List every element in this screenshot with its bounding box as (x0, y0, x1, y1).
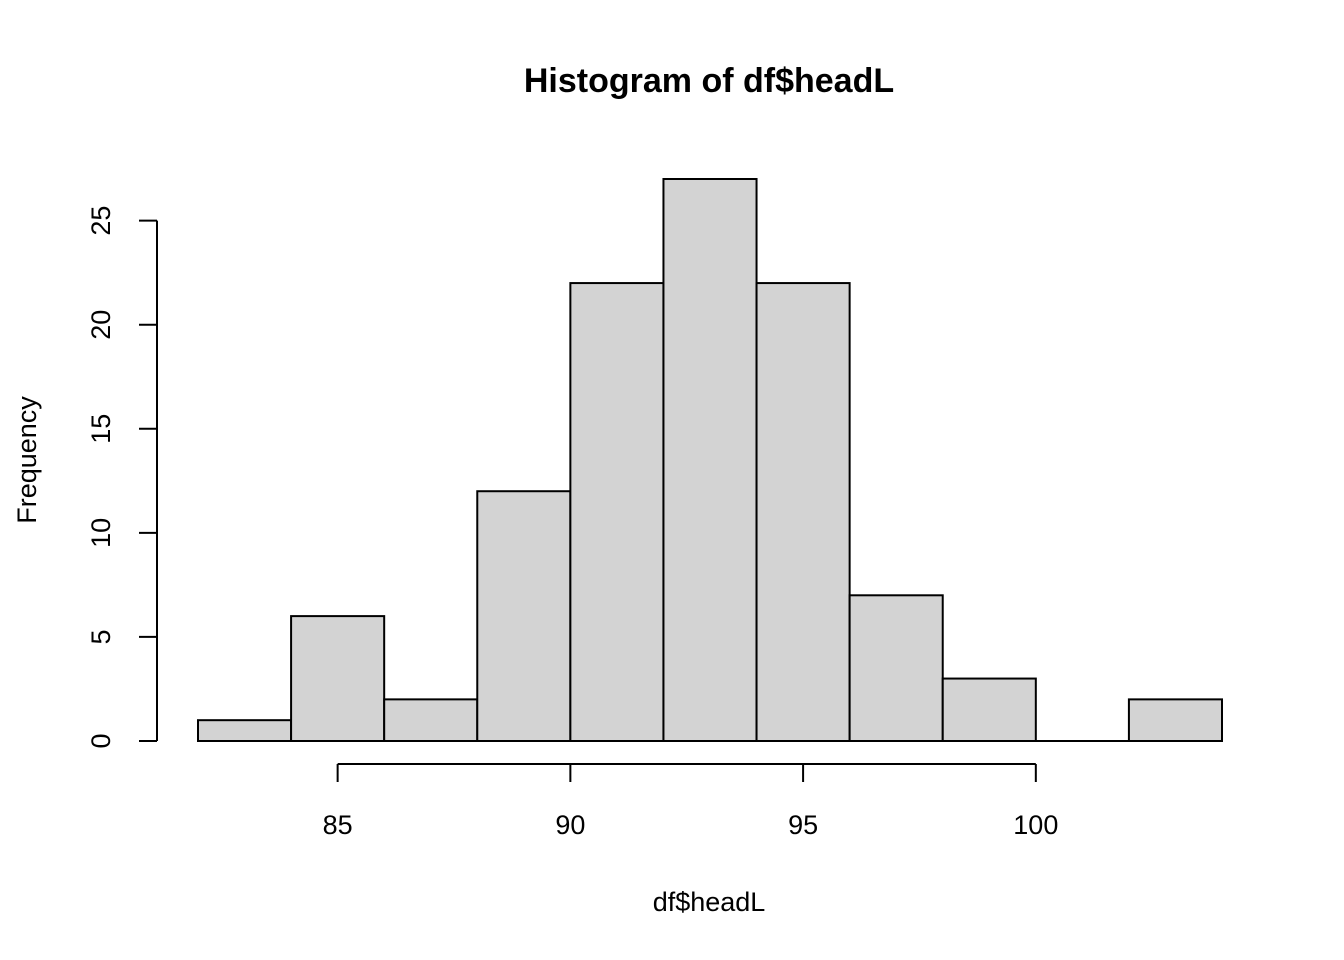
x-tick-label: 100 (1013, 810, 1058, 840)
histogram-bars (197, 178, 1223, 743)
y-tick-label: 20 (86, 310, 116, 340)
y-axis: 0 5 10 15 20 25 (86, 206, 158, 749)
histogram-bar (1127, 698, 1223, 742)
x-tick-label: 90 (555, 810, 585, 840)
histogram-bar (941, 677, 1037, 742)
x-tick-label: 85 (323, 810, 353, 840)
y-tick-label: 15 (86, 414, 116, 444)
x-tick-label: 95 (788, 810, 818, 840)
histogram-bar (476, 490, 572, 742)
histogram-bar (197, 719, 293, 742)
histogram-bar (290, 615, 386, 742)
y-axis-label: Frequency (12, 396, 42, 524)
x-axis-label: df$headL (653, 887, 766, 917)
y-tick-label: 0 (86, 733, 116, 748)
histogram-bar (662, 178, 758, 742)
x-axis: 85 90 95 100 (323, 763, 1058, 840)
histogram-bar (755, 282, 851, 742)
histogram-bar (848, 594, 944, 743)
histogram-bar (569, 282, 665, 742)
chart-title: Histogram of df$headL (524, 62, 894, 100)
y-tick-label: 10 (86, 518, 116, 548)
y-tick-label: 5 (86, 629, 116, 644)
histogram-bar (383, 698, 479, 742)
y-tick-label: 25 (86, 206, 116, 236)
